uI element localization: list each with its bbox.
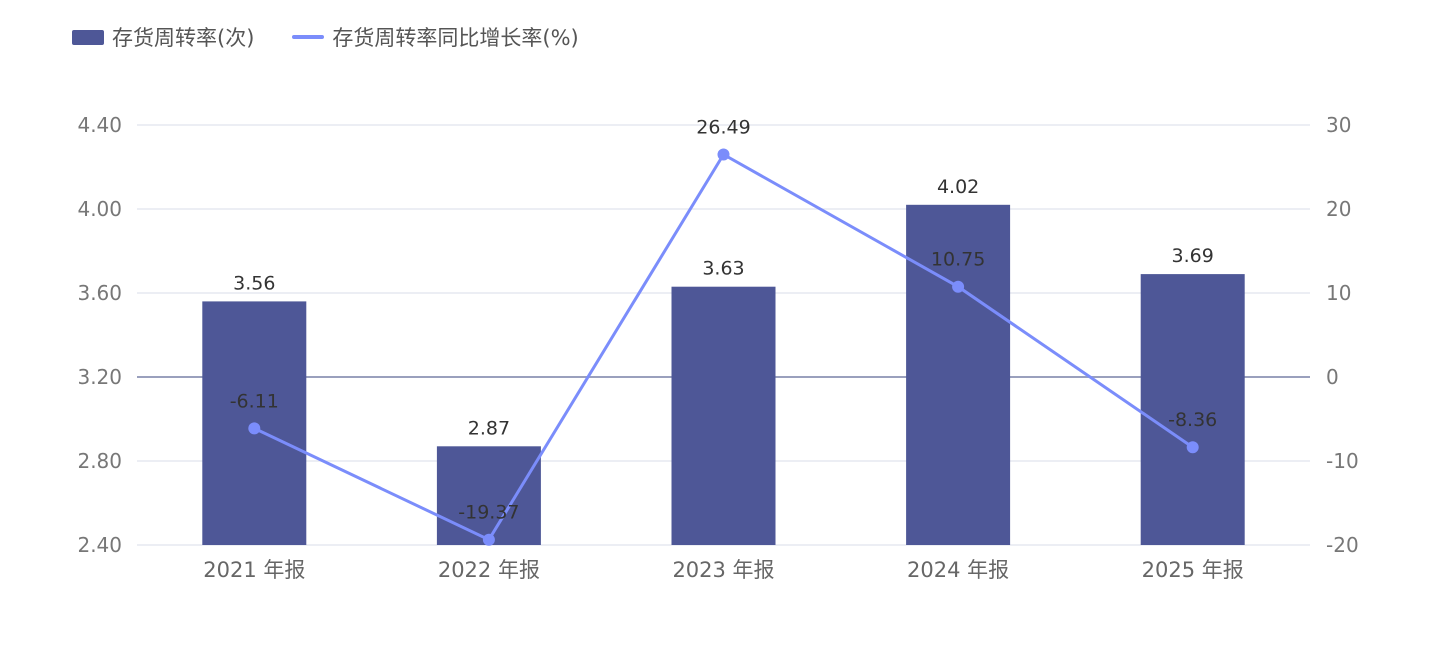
line-point: [248, 422, 261, 435]
left-tick-label: 4.00: [77, 197, 122, 221]
right-tick-label: -20: [1326, 533, 1359, 557]
right-tick-label: 10: [1326, 281, 1351, 305]
x-tick-label: 2022 年报: [438, 558, 540, 582]
bar: [1140, 274, 1245, 545]
legend-swatch-bar: [72, 29, 104, 45]
left-tick-label: 2.80: [77, 449, 122, 473]
bar-data-label: 2.87: [468, 417, 510, 439]
legend-item-line[interactable]: 存货周转率同比增长率(%): [292, 22, 579, 52]
legend-label-line: 存货周转率同比增长率(%): [332, 26, 579, 50]
line-point: [952, 280, 965, 293]
x-tick-label: 2024 年报: [907, 558, 1009, 582]
bar-data-label: 4.02: [937, 176, 979, 198]
right-tick-label: 30: [1326, 113, 1351, 137]
line-point: [717, 148, 730, 161]
x-tick-label: 2021 年报: [203, 558, 305, 582]
left-tick-label: 4.40: [77, 113, 122, 137]
x-tick-label: 2023 年报: [672, 558, 774, 582]
left-tick-label: 3.20: [77, 365, 122, 389]
bar: [671, 286, 776, 545]
right-tick-label: 20: [1326, 197, 1351, 221]
right-tick-label: -10: [1326, 449, 1359, 473]
line-data-label: -6.11: [230, 390, 279, 412]
legend-swatch-line: [292, 35, 325, 39]
bar-data-label: 3.69: [1172, 245, 1214, 267]
bar: [436, 446, 541, 545]
legend-label-bar: 存货周转率(次): [112, 26, 255, 50]
line-point: [1186, 441, 1199, 454]
bar: [906, 204, 1011, 546]
bar-data-label: 3.63: [702, 258, 744, 280]
right-tick-label: 0: [1326, 365, 1339, 389]
left-tick-label: 3.60: [77, 281, 122, 305]
legend: 存货周转率(次) 存货周转率同比增长率(%): [72, 22, 617, 52]
x-tick-label: 2025 年报: [1142, 558, 1244, 582]
line-data-label: -19.37: [458, 502, 519, 524]
line-data-label: 26.49: [696, 116, 750, 138]
line-data-label: 10.75: [931, 249, 985, 271]
bar-data-label: 3.56: [233, 272, 275, 294]
line-data-label: -8.36: [1168, 409, 1217, 431]
legend-item-bar[interactable]: 存货周转率(次): [72, 22, 254, 52]
line-point: [482, 533, 495, 546]
left-tick-label: 2.40: [77, 533, 122, 557]
